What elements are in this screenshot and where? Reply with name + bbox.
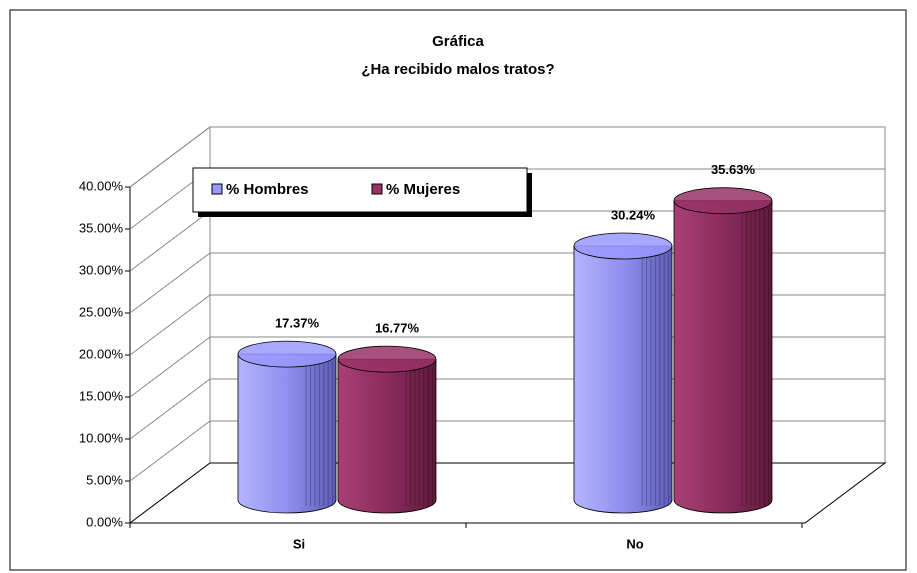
grid-line [129,126,211,188]
value-label: 35.63% [711,162,756,177]
cylinder [337,345,437,514]
cylinder-body [573,245,673,514]
chart-subtitle: ¿Ha recibido malos tratos? [361,61,554,78]
cylinder-body [237,353,337,514]
grid-line [129,294,211,356]
value-label: 30.24% [611,207,656,222]
cylinder [237,340,337,514]
grid-line [129,336,211,398]
legend-swatch [211,183,223,195]
cylinder-top [237,340,337,368]
y-tick-label: 40.00% [79,178,124,193]
y-tick-label: 5.00% [86,472,123,487]
legend-swatch [371,183,383,195]
x-tick-label: Si [293,536,305,551]
y-tick-label: 10.00% [79,430,124,445]
grid-line [129,378,211,440]
grid-line [129,210,211,272]
y-tick-label: 25.00% [79,304,124,319]
y-tick-label: 35.00% [79,220,124,235]
value-label: 16.77% [375,321,420,336]
y-tick-label: 15.00% [79,388,124,403]
cylinder-top [573,232,673,260]
legend-label: % Mujeres [386,181,460,198]
chart-title: Gráfica [432,33,484,50]
cylinder-top [337,345,437,373]
cylinder-body [337,358,437,514]
y-tick-label: 0.00% [86,514,123,529]
y-tick-label: 20.00% [79,346,124,361]
legend-label: % Hombres [226,181,309,198]
x-tick-label: No [626,536,643,551]
value-label: 17.37% [275,316,320,331]
cylinder-top [673,187,773,215]
cylinder [673,187,773,514]
grid-line [129,420,211,482]
y-tick-label: 30.00% [79,262,124,277]
grid-line [129,252,211,314]
cylinder-body [673,200,773,514]
legend [192,167,528,213]
cylinder [573,232,673,514]
